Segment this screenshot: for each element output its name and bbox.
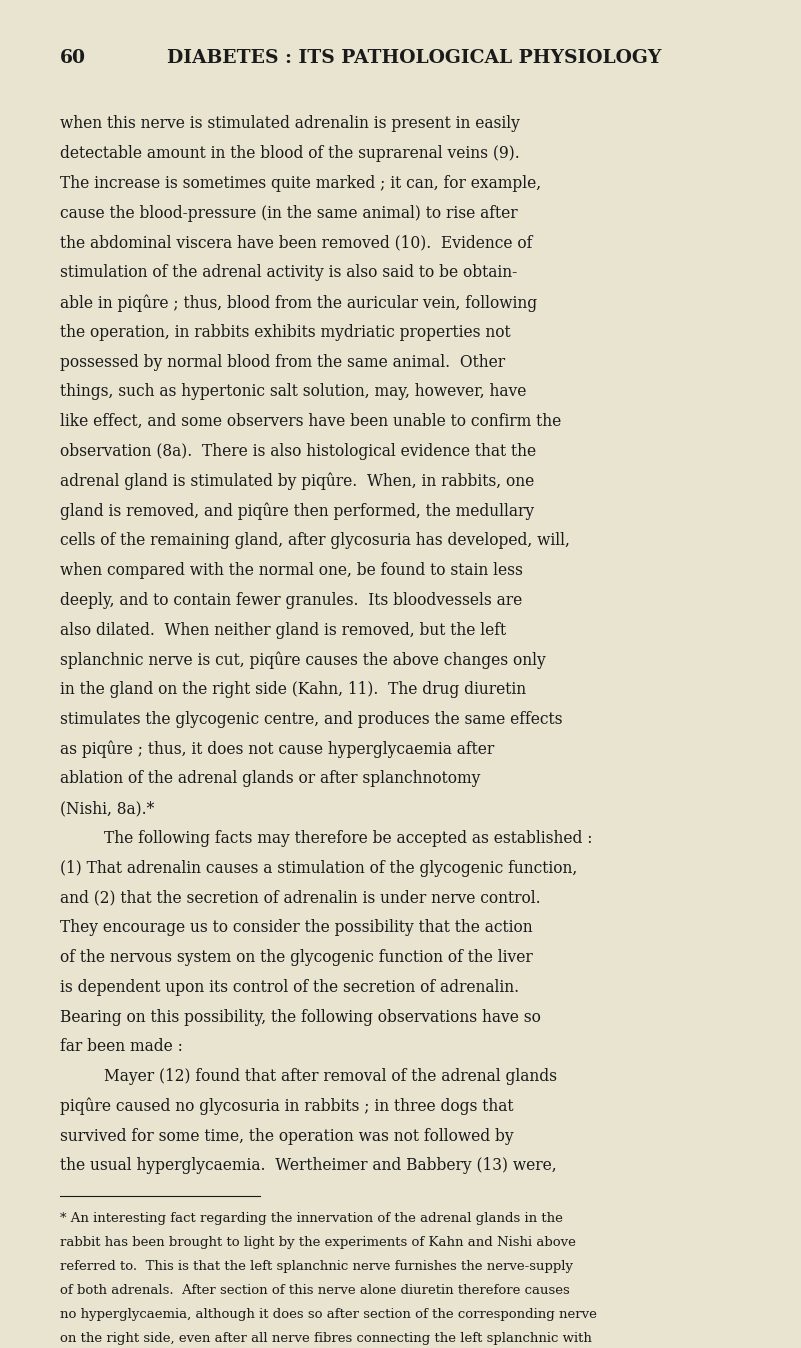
Text: like effect, and some observers have been unable to confirm the: like effect, and some observers have bee… [60, 412, 562, 430]
Text: adrenal gland is stimulated by piqûre.  When, in rabbits, one: adrenal gland is stimulated by piqûre. W… [60, 473, 534, 491]
Text: cause the blood-pressure (in the same animal) to rise after: cause the blood-pressure (in the same an… [60, 205, 517, 222]
Text: able in piqûre ; thus, blood from the auricular vein, following: able in piqûre ; thus, blood from the au… [60, 294, 537, 311]
Text: rabbit has been brought to light by the experiments of Kahn and Nishi above: rabbit has been brought to light by the … [60, 1236, 576, 1250]
Text: stimulates the glycogenic centre, and produces the same effects: stimulates the glycogenic centre, and pr… [60, 710, 562, 728]
Text: (Nishi, 8a).*: (Nishi, 8a).* [60, 801, 155, 817]
Text: splanchnic nerve is cut, piqûre causes the above changes only: splanchnic nerve is cut, piqûre causes t… [60, 651, 545, 669]
Text: the usual hyperglycaemia.  Wertheimer and Babbery (13) were,: the usual hyperglycaemia. Wertheimer and… [60, 1158, 557, 1174]
Text: cells of the remaining gland, after glycosuria has developed, will,: cells of the remaining gland, after glyc… [60, 532, 570, 549]
Text: when compared with the normal one, be found to stain less: when compared with the normal one, be fo… [60, 562, 523, 580]
Text: stimulation of the adrenal activity is also said to be obtain-: stimulation of the adrenal activity is a… [60, 264, 517, 282]
Text: They encourage us to consider the possibility that the action: They encourage us to consider the possib… [60, 919, 533, 937]
Text: survived for some time, the operation was not followed by: survived for some time, the operation wa… [60, 1128, 513, 1144]
Text: gland is removed, and piqûre then performed, the medullary: gland is removed, and piqûre then perfor… [60, 503, 534, 520]
Text: is dependent upon its control of the secretion of adrenalin.: is dependent upon its control of the sec… [60, 979, 519, 996]
Text: also dilated.  When neither gland is removed, but the left: also dilated. When neither gland is remo… [60, 621, 506, 639]
Text: detectable amount in the blood of the suprarenal veins (9).: detectable amount in the blood of the su… [60, 146, 520, 162]
Text: things, such as hypertonic salt solution, may, however, have: things, such as hypertonic salt solution… [60, 383, 526, 400]
Text: ablation of the adrenal glands or after splanchnotomy: ablation of the adrenal glands or after … [60, 771, 481, 787]
Text: deeply, and to contain fewer granules.  Its bloodvessels are: deeply, and to contain fewer granules. I… [60, 592, 522, 609]
Text: of the nervous system on the glycogenic function of the liver: of the nervous system on the glycogenic … [60, 949, 533, 967]
Text: The increase is sometimes quite marked ; it can, for example,: The increase is sometimes quite marked ;… [60, 175, 541, 191]
Text: 60: 60 [60, 49, 86, 66]
Text: no hyperglycaemia, although it does so after section of the corresponding nerve: no hyperglycaemia, although it does so a… [60, 1308, 597, 1321]
Text: far been made :: far been made : [60, 1038, 183, 1055]
Text: (1) That adrenalin causes a stimulation of the glycogenic function,: (1) That adrenalin causes a stimulation … [60, 860, 578, 876]
Text: on the right side, even after all nerve fibres connecting the left splanchnic wi: on the right side, even after all nerve … [60, 1332, 592, 1345]
Text: of both adrenals.  After section of this nerve alone diuretin therefore causes: of both adrenals. After section of this … [60, 1285, 570, 1297]
Text: piqûre caused no glycosuria in rabbits ; in three dogs that: piqûre caused no glycosuria in rabbits ;… [60, 1097, 513, 1115]
Text: as piqûre ; thus, it does not cause hyperglycaemia after: as piqûre ; thus, it does not cause hype… [60, 740, 494, 758]
Text: * An interesting fact regarding the innervation of the adrenal glands in the: * An interesting fact regarding the inne… [60, 1212, 563, 1225]
Text: the operation, in rabbits exhibits mydriatic properties not: the operation, in rabbits exhibits mydri… [60, 324, 511, 341]
Text: the abdominal viscera have been removed (10).  Evidence of: the abdominal viscera have been removed … [60, 235, 533, 252]
Text: Bearing on this possibility, the following observations have so: Bearing on this possibility, the followi… [60, 1008, 541, 1026]
Text: when this nerve is stimulated adrenalin is present in easily: when this nerve is stimulated adrenalin … [60, 116, 520, 132]
Text: DIABETES : ITS PATHOLOGICAL PHYSIOLOGY: DIABETES : ITS PATHOLOGICAL PHYSIOLOGY [167, 49, 662, 66]
Text: in the gland on the right side (Kahn, 11).  The drug diuretin: in the gland on the right side (Kahn, 11… [60, 681, 526, 698]
Text: possessed by normal blood from the same animal.  Other: possessed by normal blood from the same … [60, 353, 505, 371]
Text: referred to.  This is that the left splanchnic nerve furnishes the nerve-supply: referred to. This is that the left splan… [60, 1260, 573, 1273]
Text: and (2) that the secretion of adrenalin is under nerve control.: and (2) that the secretion of adrenalin … [60, 890, 541, 906]
Text: Mayer (12) found that after removal of the adrenal glands: Mayer (12) found that after removal of t… [104, 1068, 557, 1085]
Text: observation (8a).  There is also histological evidence that the: observation (8a). There is also histolog… [60, 443, 536, 460]
Text: The following facts may therefore be accepted as established :: The following facts may therefore be acc… [104, 830, 593, 847]
